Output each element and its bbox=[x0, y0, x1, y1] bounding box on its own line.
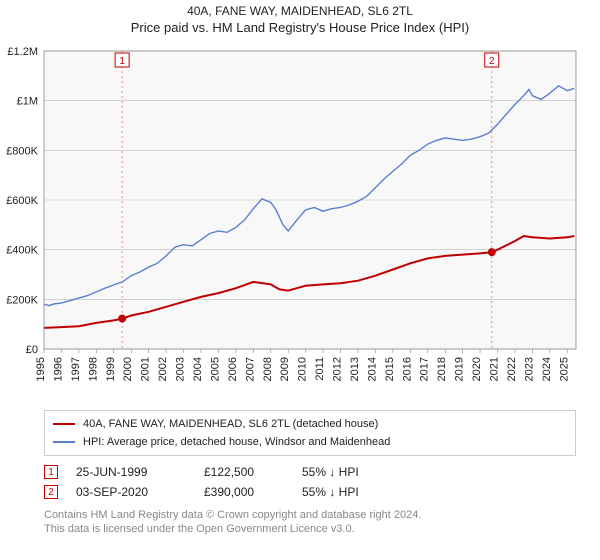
sale-marker-icon: 2 bbox=[44, 485, 58, 499]
legend-row-hpi: HPI: Average price, detached house, Wind… bbox=[53, 433, 567, 451]
svg-text:2007: 2007 bbox=[244, 357, 256, 381]
chart-titles: 40A, FANE WAY, MAIDENHEAD, SL6 2TL Price… bbox=[0, 0, 600, 37]
svg-text:2014: 2014 bbox=[366, 357, 378, 381]
svg-text:2025: 2025 bbox=[558, 357, 570, 381]
footer-line: Contains HM Land Registry data © Crown c… bbox=[44, 508, 576, 522]
svg-text:£400K: £400K bbox=[6, 245, 38, 257]
price-chart: £0 £200K £400K £600K £800K £1M £1.2M 1995 1996 19… bbox=[0, 37, 600, 404]
chart-svg: £0 £200K £400K £600K £800K £1M £1.2M 1995 1996 19… bbox=[0, 37, 600, 399]
svg-text:2017: 2017 bbox=[419, 357, 431, 381]
sale-date: 25-JUN-1999 bbox=[76, 465, 186, 479]
chart-subtitle: Price paid vs. HM Land Registry's House … bbox=[0, 20, 600, 35]
legend-swatch-hpi bbox=[53, 441, 75, 443]
svg-text:£800K: £800K bbox=[6, 145, 38, 157]
svg-text:2022: 2022 bbox=[506, 357, 518, 381]
svg-text:2016: 2016 bbox=[401, 357, 413, 381]
sale-vs-hpi: 55% ↓ HPI bbox=[302, 485, 359, 499]
sale-marker-icon: 1 bbox=[44, 465, 58, 479]
svg-text:1996: 1996 bbox=[52, 357, 64, 381]
legend-label-property: 40A, FANE WAY, MAIDENHEAD, SL6 2TL (deta… bbox=[83, 418, 378, 430]
svg-text:1995: 1995 bbox=[35, 357, 47, 381]
svg-text:£1M: £1M bbox=[17, 96, 38, 108]
svg-text:2024: 2024 bbox=[541, 357, 553, 381]
svg-text:2011: 2011 bbox=[314, 357, 326, 381]
svg-text:£600K: £600K bbox=[6, 195, 38, 207]
svg-text:2023: 2023 bbox=[523, 357, 535, 381]
sale-row: 1 25-JUN-1999 £122,500 55% ↓ HPI bbox=[44, 462, 576, 482]
svg-text:2021: 2021 bbox=[489, 357, 501, 381]
svg-text:£200K: £200K bbox=[6, 294, 38, 306]
svg-text:2018: 2018 bbox=[436, 357, 448, 381]
svg-text:2012: 2012 bbox=[332, 357, 344, 381]
svg-text:2001: 2001 bbox=[140, 357, 152, 381]
svg-text:2015: 2015 bbox=[384, 357, 396, 381]
legend: 40A, FANE WAY, MAIDENHEAD, SL6 2TL (deta… bbox=[44, 410, 576, 456]
footer-line: This data is licensed under the Open Gov… bbox=[44, 522, 576, 536]
svg-text:£0: £0 bbox=[26, 344, 38, 356]
svg-text:2002: 2002 bbox=[157, 357, 169, 381]
svg-text:2: 2 bbox=[489, 56, 495, 67]
sale-price: £122,500 bbox=[204, 465, 284, 479]
svg-text:2000: 2000 bbox=[122, 357, 134, 381]
sales-table: 1 25-JUN-1999 £122,500 55% ↓ HPI 2 03-SE… bbox=[44, 462, 576, 502]
svg-text:1: 1 bbox=[119, 56, 125, 67]
svg-text:1997: 1997 bbox=[70, 357, 82, 381]
svg-text:2009: 2009 bbox=[279, 357, 291, 381]
legend-swatch-property bbox=[53, 423, 75, 425]
svg-text:2019: 2019 bbox=[454, 357, 466, 381]
svg-text:2005: 2005 bbox=[209, 357, 221, 381]
svg-text:2020: 2020 bbox=[471, 357, 483, 381]
sale-row: 2 03-SEP-2020 £390,000 55% ↓ HPI bbox=[44, 482, 576, 502]
sale-date: 03-SEP-2020 bbox=[76, 485, 186, 499]
chart-title-address: 40A, FANE WAY, MAIDENHEAD, SL6 2TL bbox=[0, 4, 600, 18]
svg-text:2008: 2008 bbox=[262, 357, 274, 381]
legend-row-property: 40A, FANE WAY, MAIDENHEAD, SL6 2TL (deta… bbox=[53, 415, 567, 433]
legend-label-hpi: HPI: Average price, detached house, Wind… bbox=[83, 436, 390, 448]
svg-text:2006: 2006 bbox=[227, 357, 239, 381]
svg-text:£1.2M: £1.2M bbox=[7, 46, 38, 58]
svg-text:1999: 1999 bbox=[105, 357, 117, 381]
svg-text:2010: 2010 bbox=[297, 357, 309, 381]
sale-price: £390,000 bbox=[204, 485, 284, 499]
svg-text:2013: 2013 bbox=[349, 357, 361, 381]
sale-vs-hpi: 55% ↓ HPI bbox=[302, 465, 359, 479]
svg-text:2004: 2004 bbox=[192, 357, 204, 381]
attribution-footer: Contains HM Land Registry data © Crown c… bbox=[44, 508, 576, 537]
svg-text:1998: 1998 bbox=[87, 357, 99, 381]
svg-text:2003: 2003 bbox=[175, 357, 187, 381]
